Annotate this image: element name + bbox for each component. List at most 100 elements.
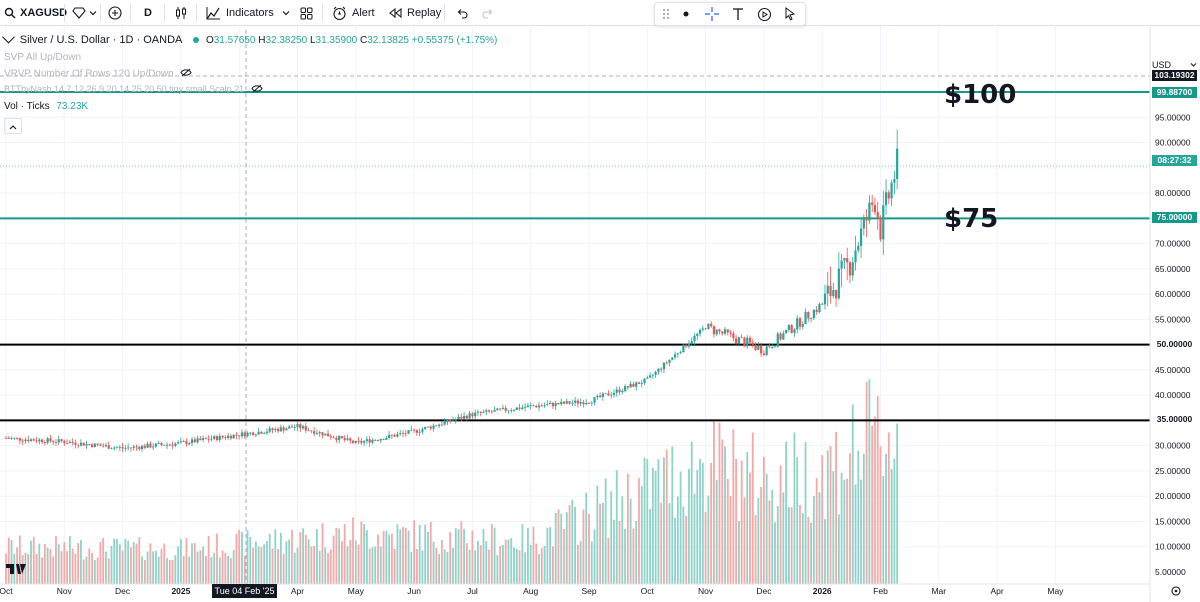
candle xyxy=(751,338,754,348)
candle xyxy=(829,266,832,304)
replay-button[interactable]: Replay xyxy=(388,0,441,26)
volume-bar xyxy=(24,552,27,584)
volume-bar xyxy=(415,548,418,584)
redo-button[interactable] xyxy=(482,0,494,26)
interval-button[interactable]: D xyxy=(144,0,152,26)
volume-bar xyxy=(402,527,404,584)
volume-bar xyxy=(463,528,465,584)
dot-cursor-icon[interactable] xyxy=(677,5,695,23)
text-tool-icon[interactable] xyxy=(729,5,747,23)
price-badge: 08:27:32 xyxy=(1152,154,1197,166)
toolbar-divider xyxy=(100,4,101,22)
volume-bar xyxy=(13,553,16,584)
indicators-button[interactable]: Indicators xyxy=(206,0,274,26)
price-axis[interactable]: 95.00000 90.00000 80.00000 70.00000 65.00000… xyxy=(1155,112,1191,577)
play-circle-icon[interactable] xyxy=(755,5,773,23)
volume-bar xyxy=(502,545,504,584)
horizontal-levels[interactable] xyxy=(0,91,1150,422)
candle xyxy=(604,393,607,395)
candle xyxy=(265,428,269,435)
compare-button[interactable] xyxy=(72,0,97,26)
volume-bar xyxy=(404,527,407,584)
candle xyxy=(643,378,646,386)
volume-bar xyxy=(835,431,837,584)
chart-type-button[interactable] xyxy=(174,0,188,26)
crosshair-icon[interactable] xyxy=(703,5,721,23)
candle xyxy=(185,438,188,447)
candle xyxy=(765,345,768,357)
volume-bar xyxy=(757,497,760,584)
candle xyxy=(282,425,285,434)
volume-bar xyxy=(304,534,307,584)
volume-bar xyxy=(651,467,654,584)
volume-bar xyxy=(429,521,432,584)
time-axis[interactable]: Oct Nov Dec 2025 Mar Apr May Jun Jul Aug Sep Oct Nov… xyxy=(0,586,1064,596)
candle xyxy=(226,433,230,440)
collapse-legend-button[interactable] xyxy=(4,118,22,134)
volume-bar xyxy=(674,517,676,584)
volume-value: 73.23K xyxy=(56,101,89,112)
volume-bar xyxy=(338,528,341,584)
volume-bar xyxy=(152,551,155,584)
price-chart[interactable]: Oct Nov Dec 2025 Mar Apr May Jun Jul Aug Sep Oct Nov… xyxy=(0,26,1200,602)
candle xyxy=(204,436,207,440)
undo-icon xyxy=(457,9,468,19)
chart-area[interactable]: Oct Nov Dec 2025 Mar Apr May Jun Jul Aug Sep Oct Nov… xyxy=(0,26,1200,602)
price-axis-label: 30.00000 xyxy=(1155,441,1191,451)
settings-gear-icon[interactable] xyxy=(1171,586,1181,596)
candle xyxy=(754,342,757,351)
volume-bar xyxy=(232,549,235,584)
alert-label: Alert xyxy=(352,7,375,19)
candle xyxy=(537,401,541,412)
symbol-search[interactable]: XAGUSD xyxy=(4,0,67,26)
volume-bar xyxy=(313,545,316,584)
currency-selector[interactable]: USD xyxy=(1152,58,1197,72)
candle xyxy=(404,429,407,437)
price-axis-label: 95.00000 xyxy=(1155,112,1191,122)
candle xyxy=(846,247,849,281)
candle xyxy=(426,426,430,428)
eye-hidden-icon[interactable] xyxy=(180,68,193,80)
candle xyxy=(485,408,488,416)
add-symbol-button[interactable] xyxy=(108,0,122,26)
candle xyxy=(171,441,174,450)
volume-bar xyxy=(615,470,618,584)
time-axis-label: May xyxy=(1047,586,1064,596)
candle xyxy=(726,329,729,336)
volume-legend[interactable]: Vol · Ticks 73.23K xyxy=(4,101,88,112)
candle xyxy=(710,321,713,329)
volume-bar xyxy=(77,543,80,584)
volume-bar xyxy=(485,541,488,584)
volume-bar xyxy=(296,547,299,584)
candle xyxy=(471,412,474,419)
candle xyxy=(260,431,263,435)
candle xyxy=(421,427,424,435)
candle xyxy=(571,399,574,406)
candle xyxy=(499,408,502,411)
volume-bar xyxy=(341,541,343,584)
currency-label: USD xyxy=(1152,60,1172,70)
alert-button[interactable]: Alert xyxy=(332,0,375,26)
candle xyxy=(843,258,846,270)
indicator-legend-svp[interactable]: SVP All Up/Down xyxy=(4,52,82,63)
annotation-100[interactable]: $100 xyxy=(944,80,1017,110)
volume-bar xyxy=(260,547,263,584)
indicators-dropdown[interactable] xyxy=(282,0,290,26)
layouts-button[interactable] xyxy=(300,0,313,26)
volume-bar xyxy=(693,493,696,584)
eye-hidden-icon[interactable] xyxy=(251,84,263,95)
volume-bar xyxy=(390,533,393,584)
indicator-legend-vrvp[interactable]: VRVP Number Of Rows 120 Up/Down xyxy=(4,68,193,80)
undo-button[interactable] xyxy=(456,0,468,26)
volume-bar xyxy=(563,528,565,584)
candle xyxy=(365,436,369,444)
candle xyxy=(338,434,341,444)
candle xyxy=(660,367,663,373)
candle xyxy=(648,372,652,379)
indicator-legend-btt[interactable]: BTTbyNash 14 7 12 26 9 20 14 25 20 50 ti… xyxy=(4,84,263,95)
annotation-75[interactable]: $75 xyxy=(944,204,999,234)
symbol-legend[interactable]: Silver / U.S. Dollar · 1D · OANDA O31.57… xyxy=(2,30,497,46)
drag-handle-icon[interactable] xyxy=(657,5,675,23)
arrow-cursor-icon[interactable] xyxy=(781,5,799,23)
candle xyxy=(54,439,58,446)
